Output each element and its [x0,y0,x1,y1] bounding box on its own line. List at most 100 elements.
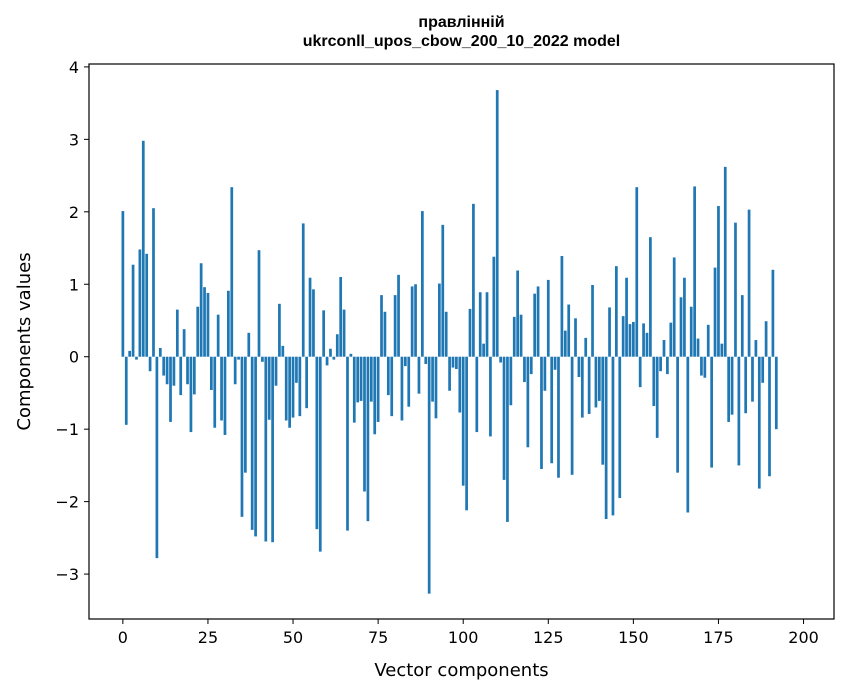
bar [124,356,128,425]
bar [563,330,567,357]
bar [669,322,673,357]
bar [400,356,404,421]
bar [523,356,526,383]
bar [543,356,547,391]
bar [686,356,690,513]
bar [560,256,564,357]
bar [516,270,520,357]
bar [649,237,652,357]
bar [322,310,326,357]
bar [162,356,166,376]
bar [135,356,138,360]
bar [189,356,193,433]
x-tick-label: 200 [788,628,819,647]
bar [740,295,744,357]
bar [414,284,417,357]
bar [632,321,635,357]
bar [216,314,220,357]
bar [308,277,312,357]
bar [587,356,591,414]
bar [230,187,234,357]
bar [577,356,581,378]
bar [165,356,169,385]
bar [397,274,400,357]
bar [727,356,731,422]
bar [557,356,560,478]
bar [485,292,489,357]
bar [713,267,717,357]
bar [393,295,397,357]
bar [131,264,135,357]
bar [455,356,458,370]
bar [373,356,377,435]
bar [659,356,662,372]
chart-title: правлінній ukrconll_upos_cbow_200_10_2022… [303,14,620,50]
bar [751,356,754,402]
bar [380,295,383,357]
bar [427,356,431,594]
bar [608,307,611,357]
bar [329,348,332,357]
bar [342,309,346,357]
axes-frame [88,63,835,620]
bar [614,266,618,357]
bar [376,356,380,422]
bar [390,356,394,417]
bar [349,353,353,357]
bar [424,356,428,364]
bar [540,356,543,470]
y-axis-ticks: −3 −2 −1 0 1 2 3 4 [55,58,89,584]
bar [356,356,360,403]
y-axis-label: Components values [14,252,35,430]
bar [536,286,540,357]
bar [744,356,748,414]
x-tick-label: 125 [533,628,564,647]
bar [141,140,145,357]
bar [291,356,295,418]
bar [584,337,588,357]
bar [601,356,605,465]
bar [754,340,758,357]
bar [281,345,285,357]
bar [737,356,741,466]
bar [352,356,356,423]
bar [723,166,727,357]
bar [403,356,407,367]
bar [383,311,387,357]
bar [169,356,172,422]
bar [335,334,339,357]
bar [730,356,734,415]
bar [254,356,257,537]
bar [196,306,200,357]
bar [662,340,666,357]
bar [499,356,502,363]
bar [771,269,775,357]
bar [591,284,594,357]
bar [138,249,142,357]
bar [645,332,649,357]
bar [717,206,720,357]
bar [410,286,414,357]
bar [492,256,496,357]
y-tick-label: −2 [55,493,79,512]
bar [638,356,642,388]
bar [295,356,298,383]
bar [655,356,659,438]
bar [676,356,679,473]
bar [472,203,475,357]
x-tick-label: 100 [448,628,479,647]
x-axis-label: Vector components [374,660,548,681]
bar [502,356,506,480]
bar [240,356,244,517]
bar [570,356,574,475]
bar [284,356,288,421]
bar [628,324,632,357]
bar [192,356,196,395]
bar [312,289,315,357]
bar [128,350,132,357]
bar [247,332,251,357]
bar [683,277,686,357]
bar [203,287,206,357]
x-tick-label: 75 [368,628,388,647]
x-tick-label: 50 [283,628,303,647]
